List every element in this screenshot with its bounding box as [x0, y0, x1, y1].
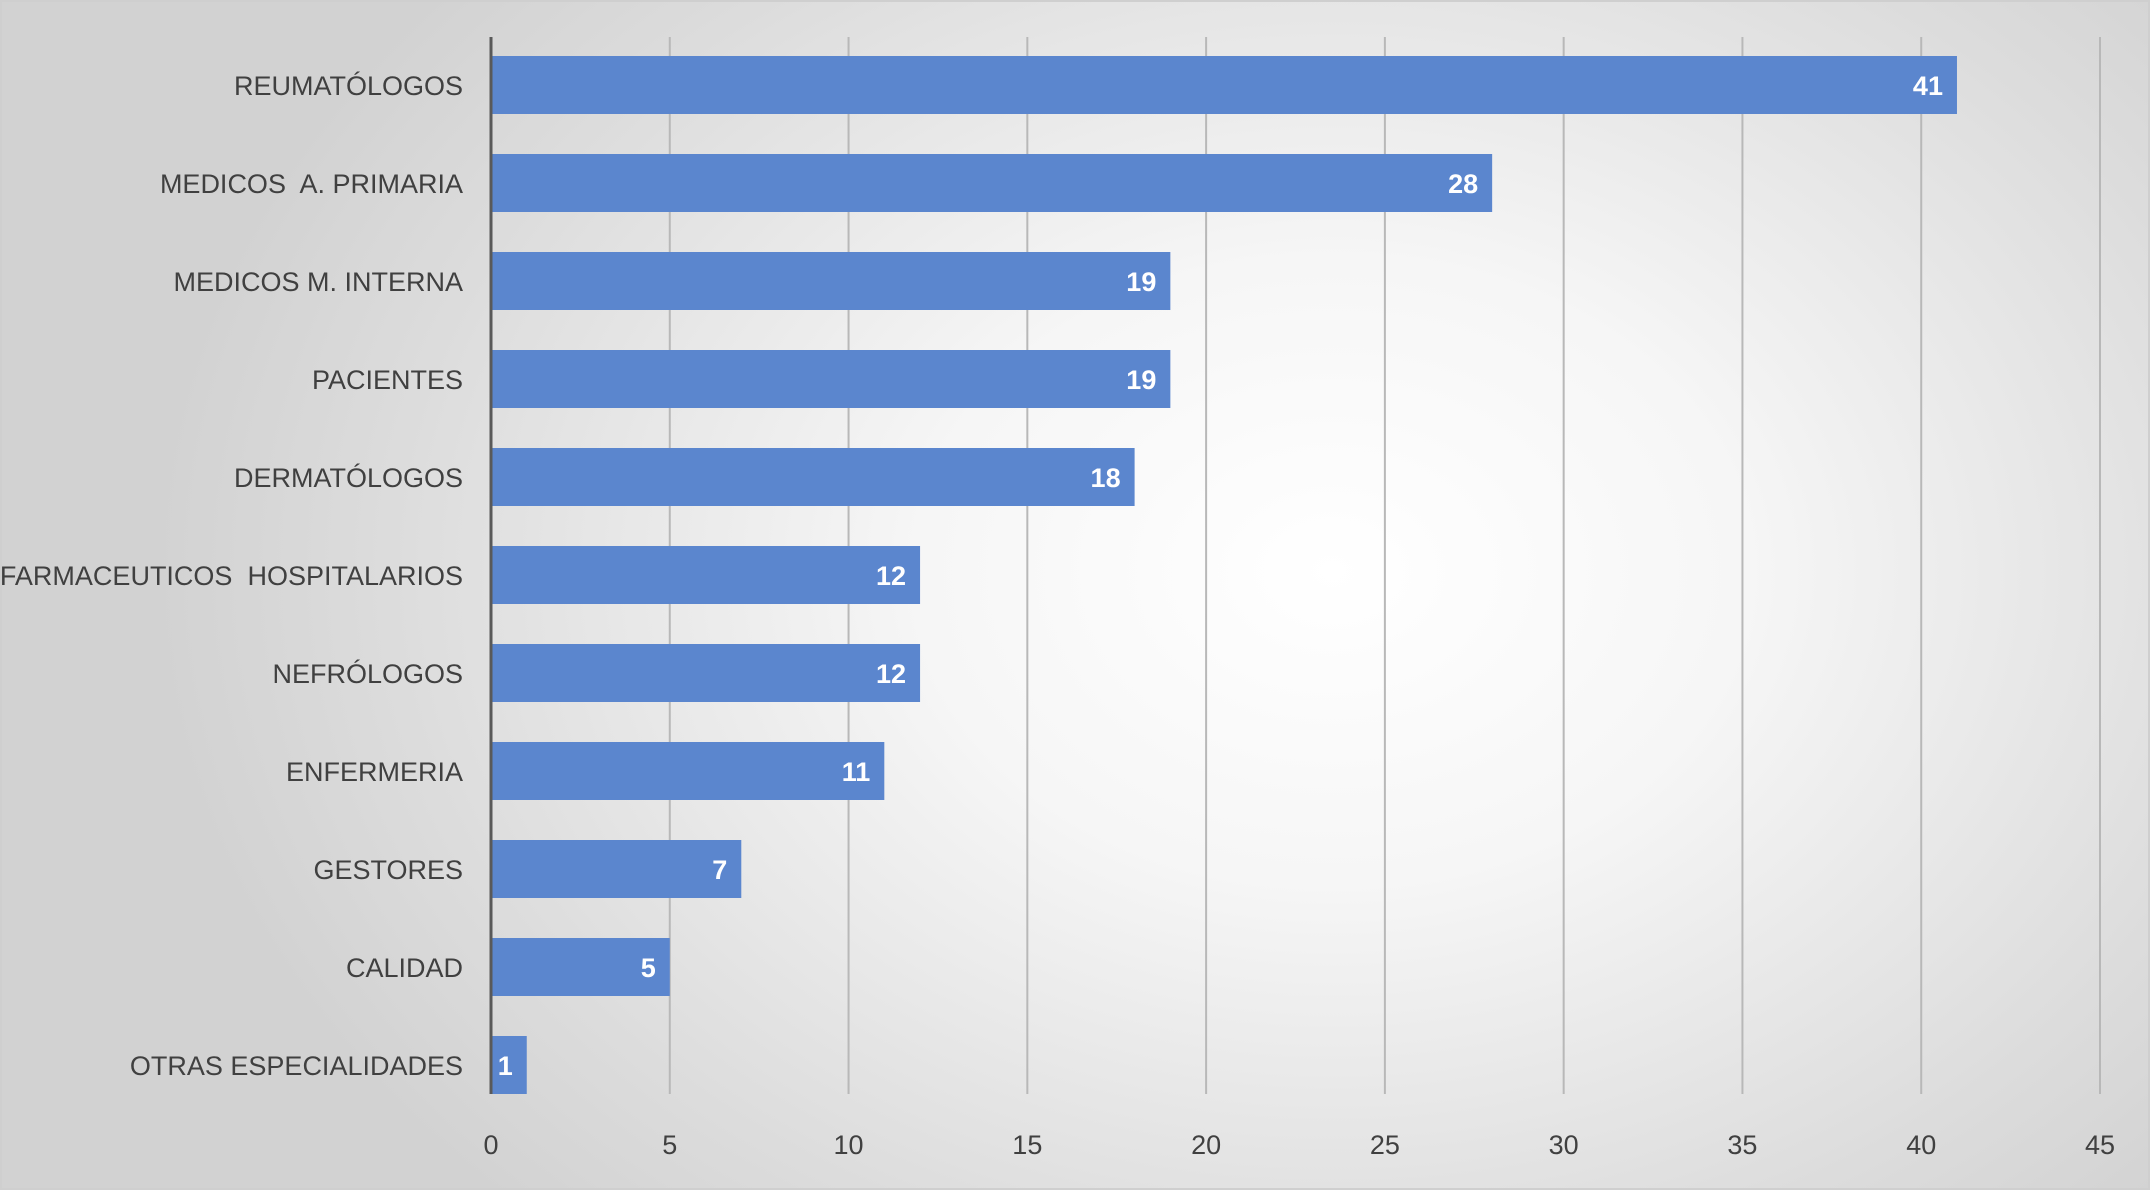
category-label: OTRAS ESPECIALIDADES [130, 1051, 463, 1081]
bar-value-label: 28 [1448, 169, 1478, 199]
bars: 41 28 19 19 18 12 12 11 7 5 1 [491, 56, 1957, 1094]
x-tick-label: 45 [2085, 1130, 2115, 1160]
x-tick-label: 30 [1549, 1130, 1579, 1160]
x-tick-label: 10 [834, 1130, 864, 1160]
bar [491, 742, 885, 800]
category-label: MEDICOS M. INTERNA [173, 267, 463, 297]
x-tick-labels: 0 5 10 15 20 25 30 35 40 45 [483, 1130, 2115, 1160]
category-label: REUMATÓLOGOS [234, 70, 463, 101]
bar-value-label: 5 [641, 953, 656, 983]
category-label: PACIENTES [312, 365, 463, 395]
bar-value-label: 41 [1913, 71, 1943, 101]
x-tick-label: 15 [1012, 1130, 1042, 1160]
bar-value-label: 19 [1126, 365, 1156, 395]
x-tick-label: 5 [662, 1130, 677, 1160]
x-tick-label: 40 [1906, 1130, 1936, 1160]
x-tick-label: 20 [1191, 1130, 1221, 1160]
bar [491, 448, 1135, 506]
category-labels: REUMATÓLOGOS MEDICOS A. PRIMARIA MEDICOS M… [2, 70, 463, 1081]
x-tick-label: 25 [1370, 1130, 1400, 1160]
x-tick-label: 0 [483, 1130, 498, 1160]
bar-value-label: 7 [712, 855, 727, 885]
bar [491, 252, 1171, 310]
x-tick-label: 35 [1727, 1130, 1757, 1160]
bar-value-label: 19 [1126, 267, 1156, 297]
bar-value-label: 18 [1091, 463, 1121, 493]
bar-value-label: 11 [842, 757, 871, 787]
category-label: CALIDAD [346, 953, 463, 983]
bar [491, 840, 742, 898]
category-label: GESTORES [313, 855, 463, 885]
bar [491, 56, 1957, 114]
bar-value-label: 12 [876, 659, 906, 689]
bar [491, 350, 1171, 408]
bar [491, 546, 921, 604]
category-label: FARMACEUTICOS HOSPITALARIOS [2, 561, 463, 591]
category-label: NEFRÓLOGOS [272, 658, 463, 689]
category-label: ENFERMERIA [286, 757, 463, 787]
category-label: DERMATÓLOGOS [234, 462, 463, 493]
bar-value-label: 1 [498, 1051, 513, 1081]
bar [491, 154, 1493, 212]
bar-value-label: 12 [876, 561, 906, 591]
gridlines [668, 37, 2101, 1094]
bar [491, 938, 670, 996]
category-label: MEDICOS A. PRIMARIA [160, 169, 463, 199]
bar [491, 1036, 527, 1094]
bar [491, 644, 921, 702]
